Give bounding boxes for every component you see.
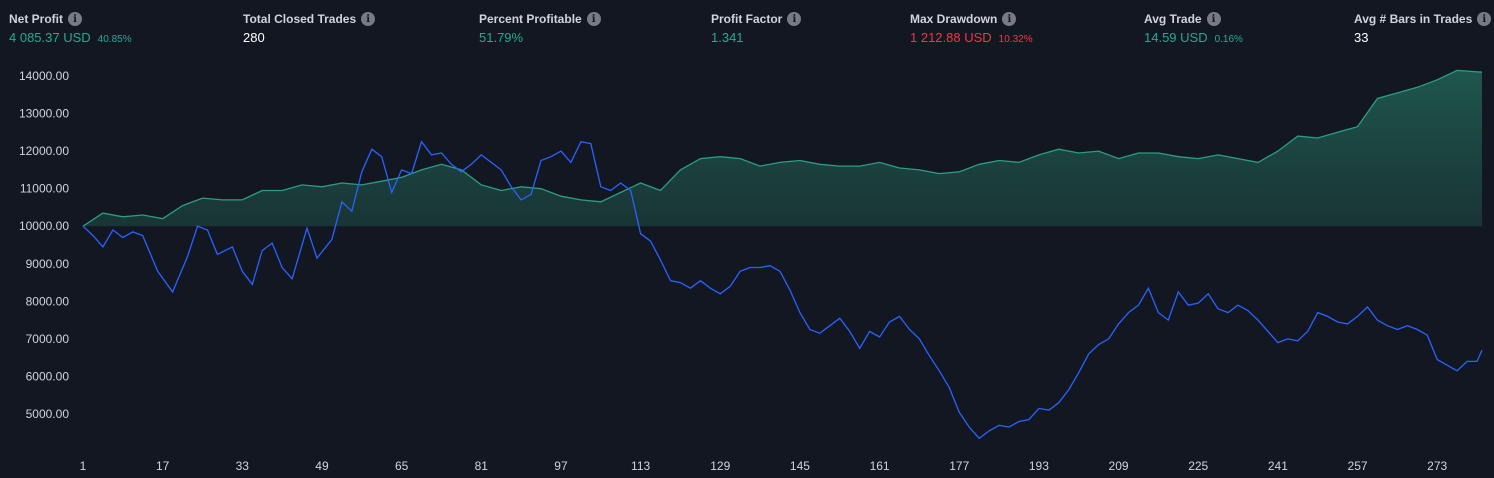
- metric-value: 1.341: [711, 30, 744, 45]
- y-tick-label: 8000.00: [26, 294, 70, 308]
- metric-title: Avg # Bars in Trades: [1354, 12, 1473, 26]
- metric-max-drawdown: Max Drawdown i 1 212.88 USD 10.32%: [910, 10, 1033, 46]
- metric-title: Net Profit: [9, 12, 63, 26]
- x-tick-label: 65: [395, 459, 409, 473]
- metric-title: Total Closed Trades: [243, 12, 357, 26]
- y-tick-label: 10000.00: [19, 219, 69, 233]
- info-icon[interactable]: i: [1206, 12, 1221, 26]
- x-tick-label: 49: [315, 459, 329, 473]
- equity-area-fill: [83, 70, 1482, 227]
- info-icon[interactable]: i: [787, 12, 802, 26]
- info-icon[interactable]: i: [1477, 12, 1492, 26]
- x-tick-label: 193: [1029, 459, 1049, 473]
- metric-avg-bars: Avg # Bars in Trades i 33: [1354, 10, 1492, 46]
- x-tick-label: 177: [949, 459, 969, 473]
- info-icon[interactable]: i: [361, 12, 376, 26]
- metric-net-profit: Net Profit i 4 085.37 USD 40.85%: [9, 10, 132, 46]
- metric-title: Avg Trade: [1144, 12, 1202, 26]
- metric-value: 33: [1354, 30, 1369, 45]
- y-tick-label: 6000.00: [26, 369, 70, 383]
- metric-value: 280: [243, 30, 265, 45]
- x-tick-label: 129: [710, 459, 730, 473]
- metric-total-closed-trades: Total Closed Trades i 280: [243, 10, 376, 46]
- metric-profit-factor: Profit Factor i 1.341: [711, 10, 802, 46]
- metrics-bar: Net Profit i 4 085.37 USD 40.85% Total Clo…: [0, 0, 1494, 56]
- x-tick-label: 257: [1348, 459, 1368, 473]
- metric-value: 14.59 USD: [1144, 30, 1208, 45]
- x-tick-label: 273: [1427, 459, 1447, 473]
- x-tick-label: 145: [790, 459, 810, 473]
- buy-hold-line: [82, 140, 1483, 440]
- y-tick-label: 11000.00: [20, 182, 69, 196]
- y-tick-label: 5000.00: [26, 407, 70, 421]
- info-icon[interactable]: i: [1002, 12, 1017, 26]
- metric-percent-profitable: Percent Profitable i 51.79%: [479, 10, 601, 46]
- metric-percent: 40.85%: [97, 34, 132, 45]
- info-icon[interactable]: i: [68, 12, 82, 26]
- metric-avg-trade: Avg Trade i 14.59 USD 0.16%: [1144, 10, 1243, 46]
- x-tick-label: 113: [631, 459, 650, 473]
- metric-value: 51.79%: [479, 30, 524, 45]
- y-tick-label: 12000.00: [19, 144, 69, 158]
- metric-value: 4 085.37 USD: [9, 30, 91, 45]
- x-tick-label: 225: [1188, 459, 1208, 473]
- metric-percent: 10.32%: [998, 34, 1033, 45]
- y-tick-label: 14000.00: [19, 69, 69, 83]
- y-axis: 14000.00 13000.00 12000.00 11000.00 10000.00…: [19, 69, 69, 421]
- equity-line: [82, 69, 1483, 227]
- x-tick-label: 33: [236, 459, 250, 473]
- x-tick-label: 17: [156, 459, 170, 473]
- x-tick-label: 97: [554, 459, 568, 473]
- x-tick-label: 241: [1268, 459, 1288, 473]
- y-tick-label: 9000.00: [26, 257, 70, 271]
- info-icon[interactable]: i: [586, 12, 601, 26]
- x-tick-label: 81: [475, 459, 489, 473]
- series-layer: [82, 69, 1483, 440]
- metric-value: 1 212.88 USD: [910, 30, 992, 45]
- x-tick-label: 1: [80, 459, 87, 473]
- y-tick-label: 7000.00: [26, 332, 70, 346]
- metric-title: Profit Factor: [711, 12, 783, 26]
- x-axis: 1 17 33 49 65 81 97 113 129 145 161 177 193 209 225 241…: [80, 459, 1448, 473]
- x-tick-label: 209: [1109, 459, 1129, 473]
- metric-title: Percent Profitable: [479, 12, 582, 26]
- y-tick-label: 13000.00: [19, 107, 69, 121]
- x-tick-label: 161: [870, 459, 890, 473]
- metric-percent: 0.16%: [1214, 34, 1243, 45]
- metric-title: Max Drawdown: [910, 12, 998, 26]
